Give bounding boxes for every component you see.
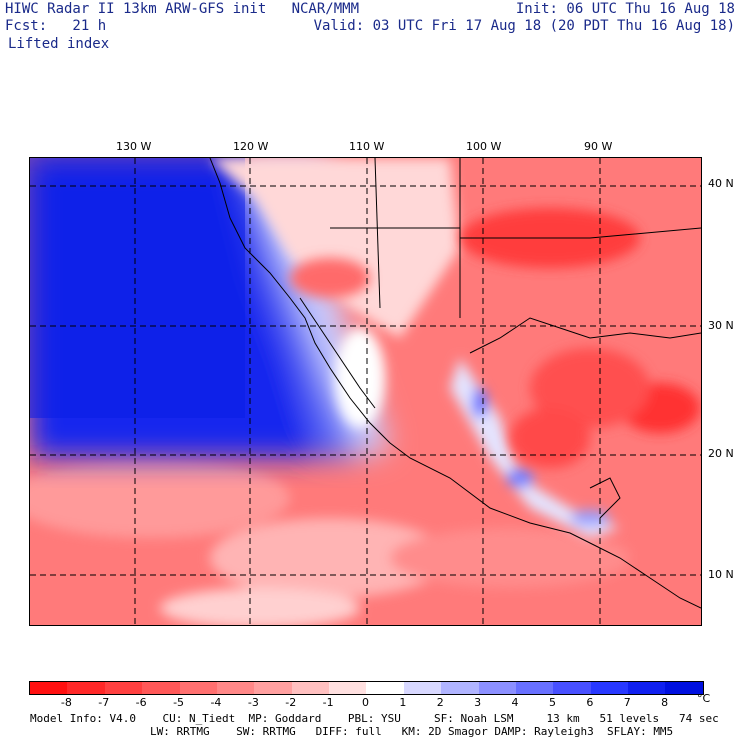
color-bar-label: -4: [210, 696, 222, 709]
color-bar-swatch: [104, 682, 143, 694]
model-info-line2: LW: RRTMG SW: RRTMG DIFF: full KM: 2D Sm…: [150, 725, 674, 738]
map-canvas: [30, 158, 701, 625]
init-time: Init: 06 UTC Thu 16 Aug 18: [515, 1, 735, 17]
color-bar-swatch: [441, 682, 479, 694]
color-bar-label: 4: [511, 696, 519, 709]
land-region: [210, 158, 620, 538]
color-bar-label: -3: [247, 696, 259, 709]
color-bar-label: 3: [474, 696, 482, 709]
lon-label-120w: 120 W: [233, 140, 269, 153]
color-bar-swatch: [216, 682, 255, 694]
color-bar-swatch: [329, 682, 367, 694]
color-bar-swatch: [142, 682, 180, 694]
color-bar-label: -2: [285, 696, 297, 709]
color-bar-label: 0: [362, 696, 369, 709]
lon-label-90w: 90 W: [584, 140, 613, 153]
color-bar-label: 8: [661, 696, 669, 709]
valid-time: Valid: 03 UTC Fri 17 Aug 18 (20 PDT Thu …: [313, 18, 735, 34]
stable-core: [30, 158, 245, 418]
lat-label-10n: 10 N: [708, 568, 734, 581]
color-bar-swatch: [67, 682, 105, 694]
lat-label-30n: 30 N: [708, 319, 734, 332]
color-bar-swatch: [403, 682, 442, 694]
lat-label-20n: 20 N: [708, 447, 734, 460]
header-title: HIWC Radar II 13km ARW-GFS init NCAR/MMM: [5, 1, 360, 17]
color-bar-swatch: [366, 682, 404, 694]
tropical-ocean-region: [30, 458, 630, 625]
color-bar-label: -5: [173, 696, 185, 709]
color-bar-label: -6: [135, 696, 147, 709]
coastlines: [209, 158, 701, 609]
color-bar-label: 2: [436, 696, 444, 709]
color-bar-label: 1: [399, 696, 407, 709]
graticule: [30, 158, 701, 625]
color-bar-swatch: [665, 682, 703, 694]
lifted-index-map: [29, 157, 702, 626]
color-bar-swatch: [590, 682, 628, 694]
color-bar-swatch: [30, 682, 68, 694]
lon-label-130w: 130 W: [116, 140, 152, 153]
forecast-hour: Fcst: 21 h: [5, 18, 107, 34]
color-bar-label: -7: [98, 696, 110, 709]
color-bar: [29, 681, 704, 695]
color-bar-label: 7: [623, 696, 631, 709]
color-bar-swatch: [553, 682, 591, 694]
color-bar-swatch: [628, 682, 666, 694]
color-bar-swatch: [179, 682, 217, 694]
lat-label-40n: 40 N: [708, 177, 734, 190]
color-bar-swatch: [515, 682, 554, 694]
color-bar-label: -8: [60, 696, 72, 709]
color-bar-swatch: [291, 682, 329, 694]
color-bar-swatch: [254, 682, 292, 694]
lon-label-110w: 110 W: [349, 140, 385, 153]
color-bar-swatch: [478, 682, 516, 694]
color-bar-unit: °C: [697, 692, 711, 705]
lon-label-100w: 100 W: [466, 140, 502, 153]
color-bar-label: 5: [548, 696, 556, 709]
color-bar-label: 6: [586, 696, 594, 709]
model-info-line1: Model Info: V4.0 CU: N_Tiedt MP: Goddard…: [30, 712, 719, 725]
field-name: Lifted index: [8, 36, 110, 52]
color-bar-label: -1: [322, 696, 334, 709]
